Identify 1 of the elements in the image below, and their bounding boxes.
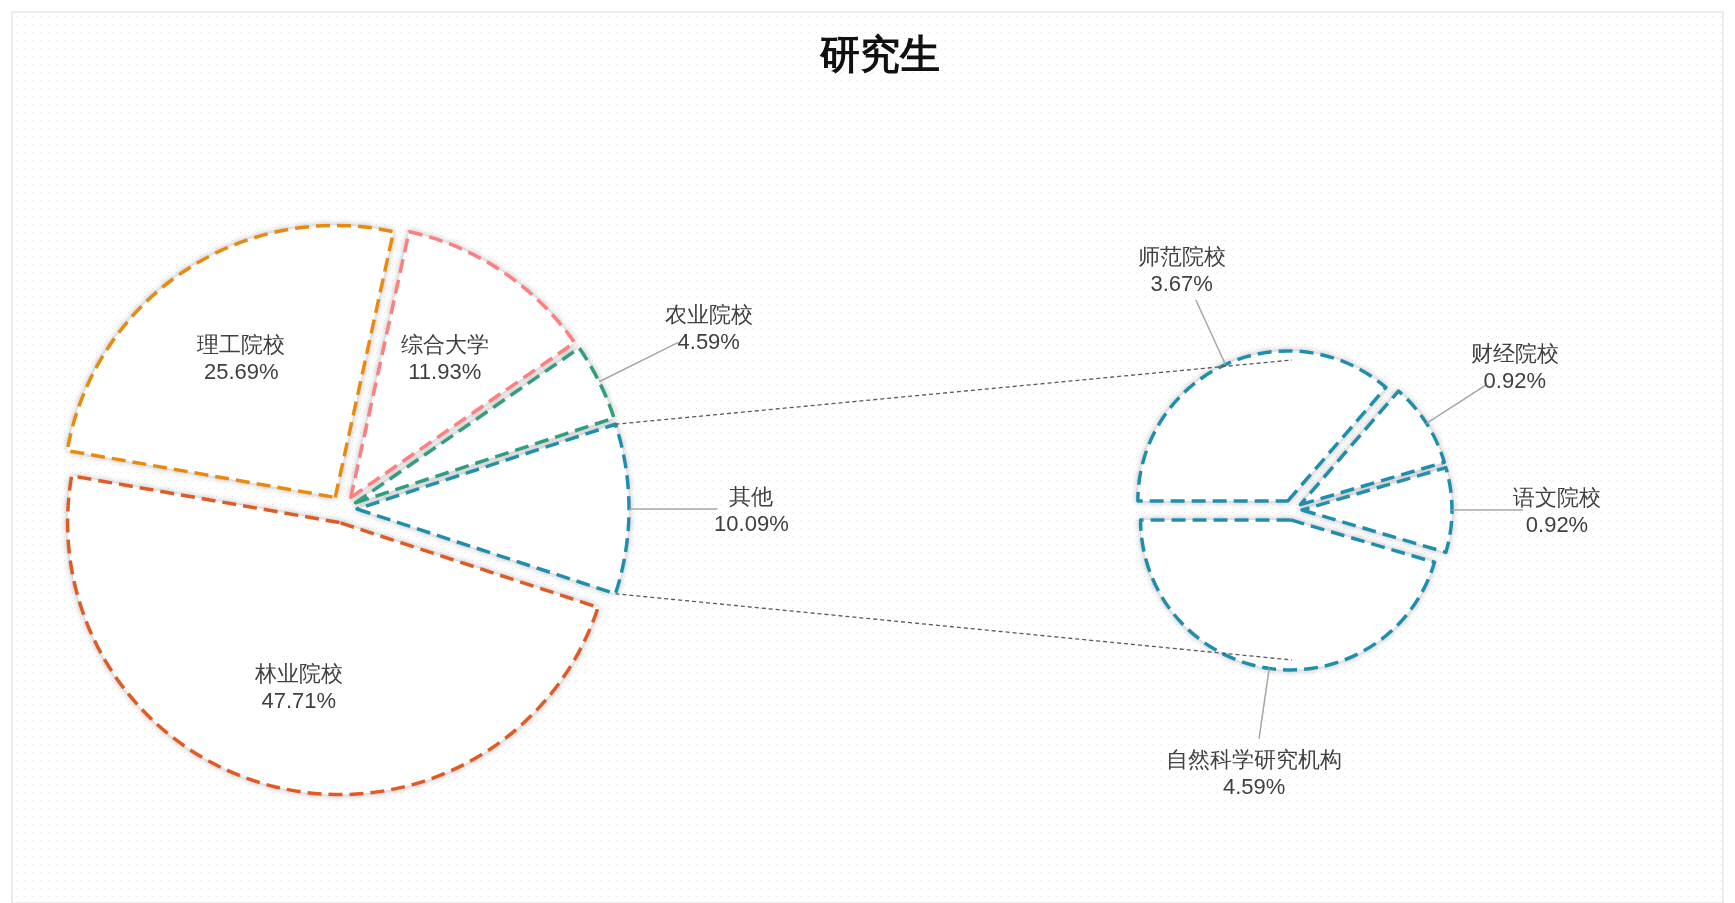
- text: 研究生: [818, 30, 940, 77]
